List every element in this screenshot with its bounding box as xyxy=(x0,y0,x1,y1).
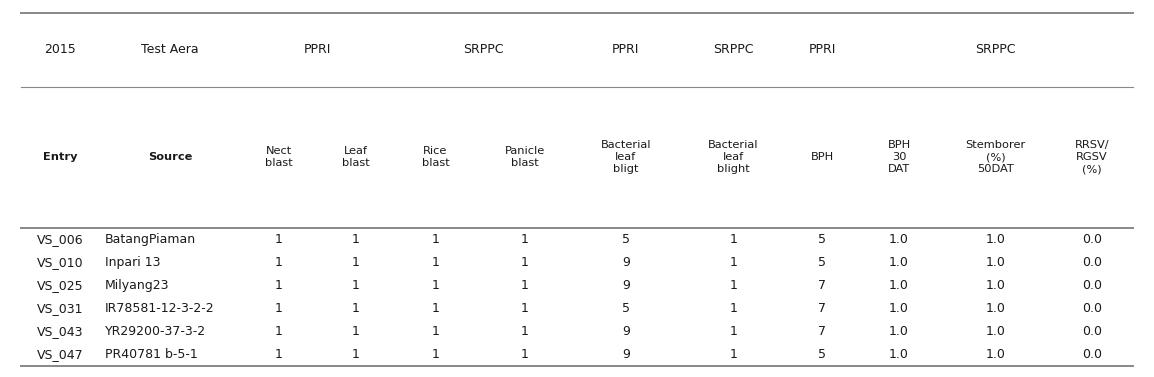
Text: VS_043: VS_043 xyxy=(37,325,84,338)
Text: VS_010: VS_010 xyxy=(37,256,84,269)
Text: 5: 5 xyxy=(818,348,826,361)
Text: 1: 1 xyxy=(352,348,360,361)
Text: 1: 1 xyxy=(275,279,283,292)
Text: 1: 1 xyxy=(432,325,440,338)
Text: 1.0: 1.0 xyxy=(986,279,1005,292)
Text: BPH
30
DAT: BPH 30 DAT xyxy=(887,140,911,175)
Text: 1: 1 xyxy=(520,302,529,315)
Text: 7: 7 xyxy=(818,302,826,315)
Text: YR29200-37-3-2: YR29200-37-3-2 xyxy=(105,325,205,338)
Text: Source: Source xyxy=(148,152,193,162)
Text: 0.0: 0.0 xyxy=(1081,233,1102,246)
Text: IR78581-12-3-2-2: IR78581-12-3-2-2 xyxy=(105,302,215,315)
Text: VS_006: VS_006 xyxy=(37,233,84,246)
Text: 0.0: 0.0 xyxy=(1081,256,1102,269)
Text: Inpari 13: Inpari 13 xyxy=(105,256,160,269)
Text: Bacterial
leaf
bligt: Bacterial leaf bligt xyxy=(600,140,651,175)
Text: BatangPiaman: BatangPiaman xyxy=(105,233,196,246)
Text: 7: 7 xyxy=(818,279,826,292)
Text: 1: 1 xyxy=(352,302,360,315)
Text: 5: 5 xyxy=(622,233,630,246)
Text: Panicle
blast: Panicle blast xyxy=(504,146,545,169)
Text: 1: 1 xyxy=(729,233,737,246)
Text: Bacterial
leaf
blight: Bacterial leaf blight xyxy=(707,140,758,175)
Text: VS_025: VS_025 xyxy=(37,279,84,292)
Text: Entry: Entry xyxy=(43,152,77,162)
Text: 1: 1 xyxy=(520,348,529,361)
Text: PPRI: PPRI xyxy=(304,43,331,57)
Text: 1: 1 xyxy=(520,325,529,338)
Text: 1: 1 xyxy=(729,256,737,269)
Text: 5: 5 xyxy=(818,256,826,269)
Text: PR40781 b-5-1: PR40781 b-5-1 xyxy=(105,348,197,361)
Text: 2015: 2015 xyxy=(45,43,76,57)
Text: 9: 9 xyxy=(622,256,630,269)
Text: VS_031: VS_031 xyxy=(37,302,84,315)
Text: 1: 1 xyxy=(275,325,283,338)
Text: Rice
blast: Rice blast xyxy=(421,146,449,169)
Text: 1: 1 xyxy=(352,256,360,269)
Text: 1: 1 xyxy=(729,325,737,338)
Text: 1.0: 1.0 xyxy=(889,256,909,269)
Text: 9: 9 xyxy=(622,325,630,338)
Text: 1: 1 xyxy=(520,233,529,246)
Text: 1.0: 1.0 xyxy=(986,256,1005,269)
Text: 1.0: 1.0 xyxy=(889,233,909,246)
Text: 0.0: 0.0 xyxy=(1081,279,1102,292)
Text: SRPPC: SRPPC xyxy=(975,43,1016,57)
Text: Stemborer
(%)
50DAT: Stemborer (%) 50DAT xyxy=(965,140,1026,175)
Text: Milyang23: Milyang23 xyxy=(105,279,170,292)
Text: 1.0: 1.0 xyxy=(986,302,1005,315)
Text: 0.0: 0.0 xyxy=(1081,348,1102,361)
Text: 1: 1 xyxy=(432,302,440,315)
Text: 9: 9 xyxy=(622,348,630,361)
Text: 1: 1 xyxy=(352,325,360,338)
Text: Nect
blast: Nect blast xyxy=(265,146,293,169)
Text: 1.0: 1.0 xyxy=(889,279,909,292)
Text: PPRI: PPRI xyxy=(612,43,639,57)
Text: 0.0: 0.0 xyxy=(1081,325,1102,338)
Text: RRSV/
RGSV
(%): RRSV/ RGSV (%) xyxy=(1074,140,1109,175)
Text: VS_047: VS_047 xyxy=(37,348,84,361)
Text: 1.0: 1.0 xyxy=(986,325,1005,338)
Text: 1: 1 xyxy=(275,233,283,246)
Text: 1.0: 1.0 xyxy=(986,348,1005,361)
Text: BPH: BPH xyxy=(810,152,834,162)
Text: 9: 9 xyxy=(622,279,630,292)
Text: 1: 1 xyxy=(432,348,440,361)
Text: 1: 1 xyxy=(275,348,283,361)
Text: 1: 1 xyxy=(520,256,529,269)
Text: SRPPC: SRPPC xyxy=(463,43,503,57)
Text: Leaf
blast: Leaf blast xyxy=(342,146,369,169)
Text: 1: 1 xyxy=(432,279,440,292)
Text: Test Aera: Test Aera xyxy=(142,43,198,57)
Text: 1: 1 xyxy=(729,279,737,292)
Text: 1: 1 xyxy=(729,348,737,361)
Text: 1: 1 xyxy=(432,233,440,246)
Text: 1.0: 1.0 xyxy=(889,325,909,338)
Text: 1: 1 xyxy=(352,279,360,292)
Text: 0.0: 0.0 xyxy=(1081,302,1102,315)
Text: 5: 5 xyxy=(818,233,826,246)
Text: 1: 1 xyxy=(520,279,529,292)
Text: SRPPC: SRPPC xyxy=(713,43,754,57)
Text: 1: 1 xyxy=(729,302,737,315)
Text: 7: 7 xyxy=(818,325,826,338)
Text: 1: 1 xyxy=(275,302,283,315)
Text: 1: 1 xyxy=(352,233,360,246)
Text: 1.0: 1.0 xyxy=(986,233,1005,246)
Text: 1.0: 1.0 xyxy=(889,348,909,361)
Text: 1: 1 xyxy=(432,256,440,269)
Text: 1.0: 1.0 xyxy=(889,302,909,315)
Text: 1: 1 xyxy=(275,256,283,269)
Text: PPRI: PPRI xyxy=(809,43,835,57)
Text: 5: 5 xyxy=(622,302,630,315)
